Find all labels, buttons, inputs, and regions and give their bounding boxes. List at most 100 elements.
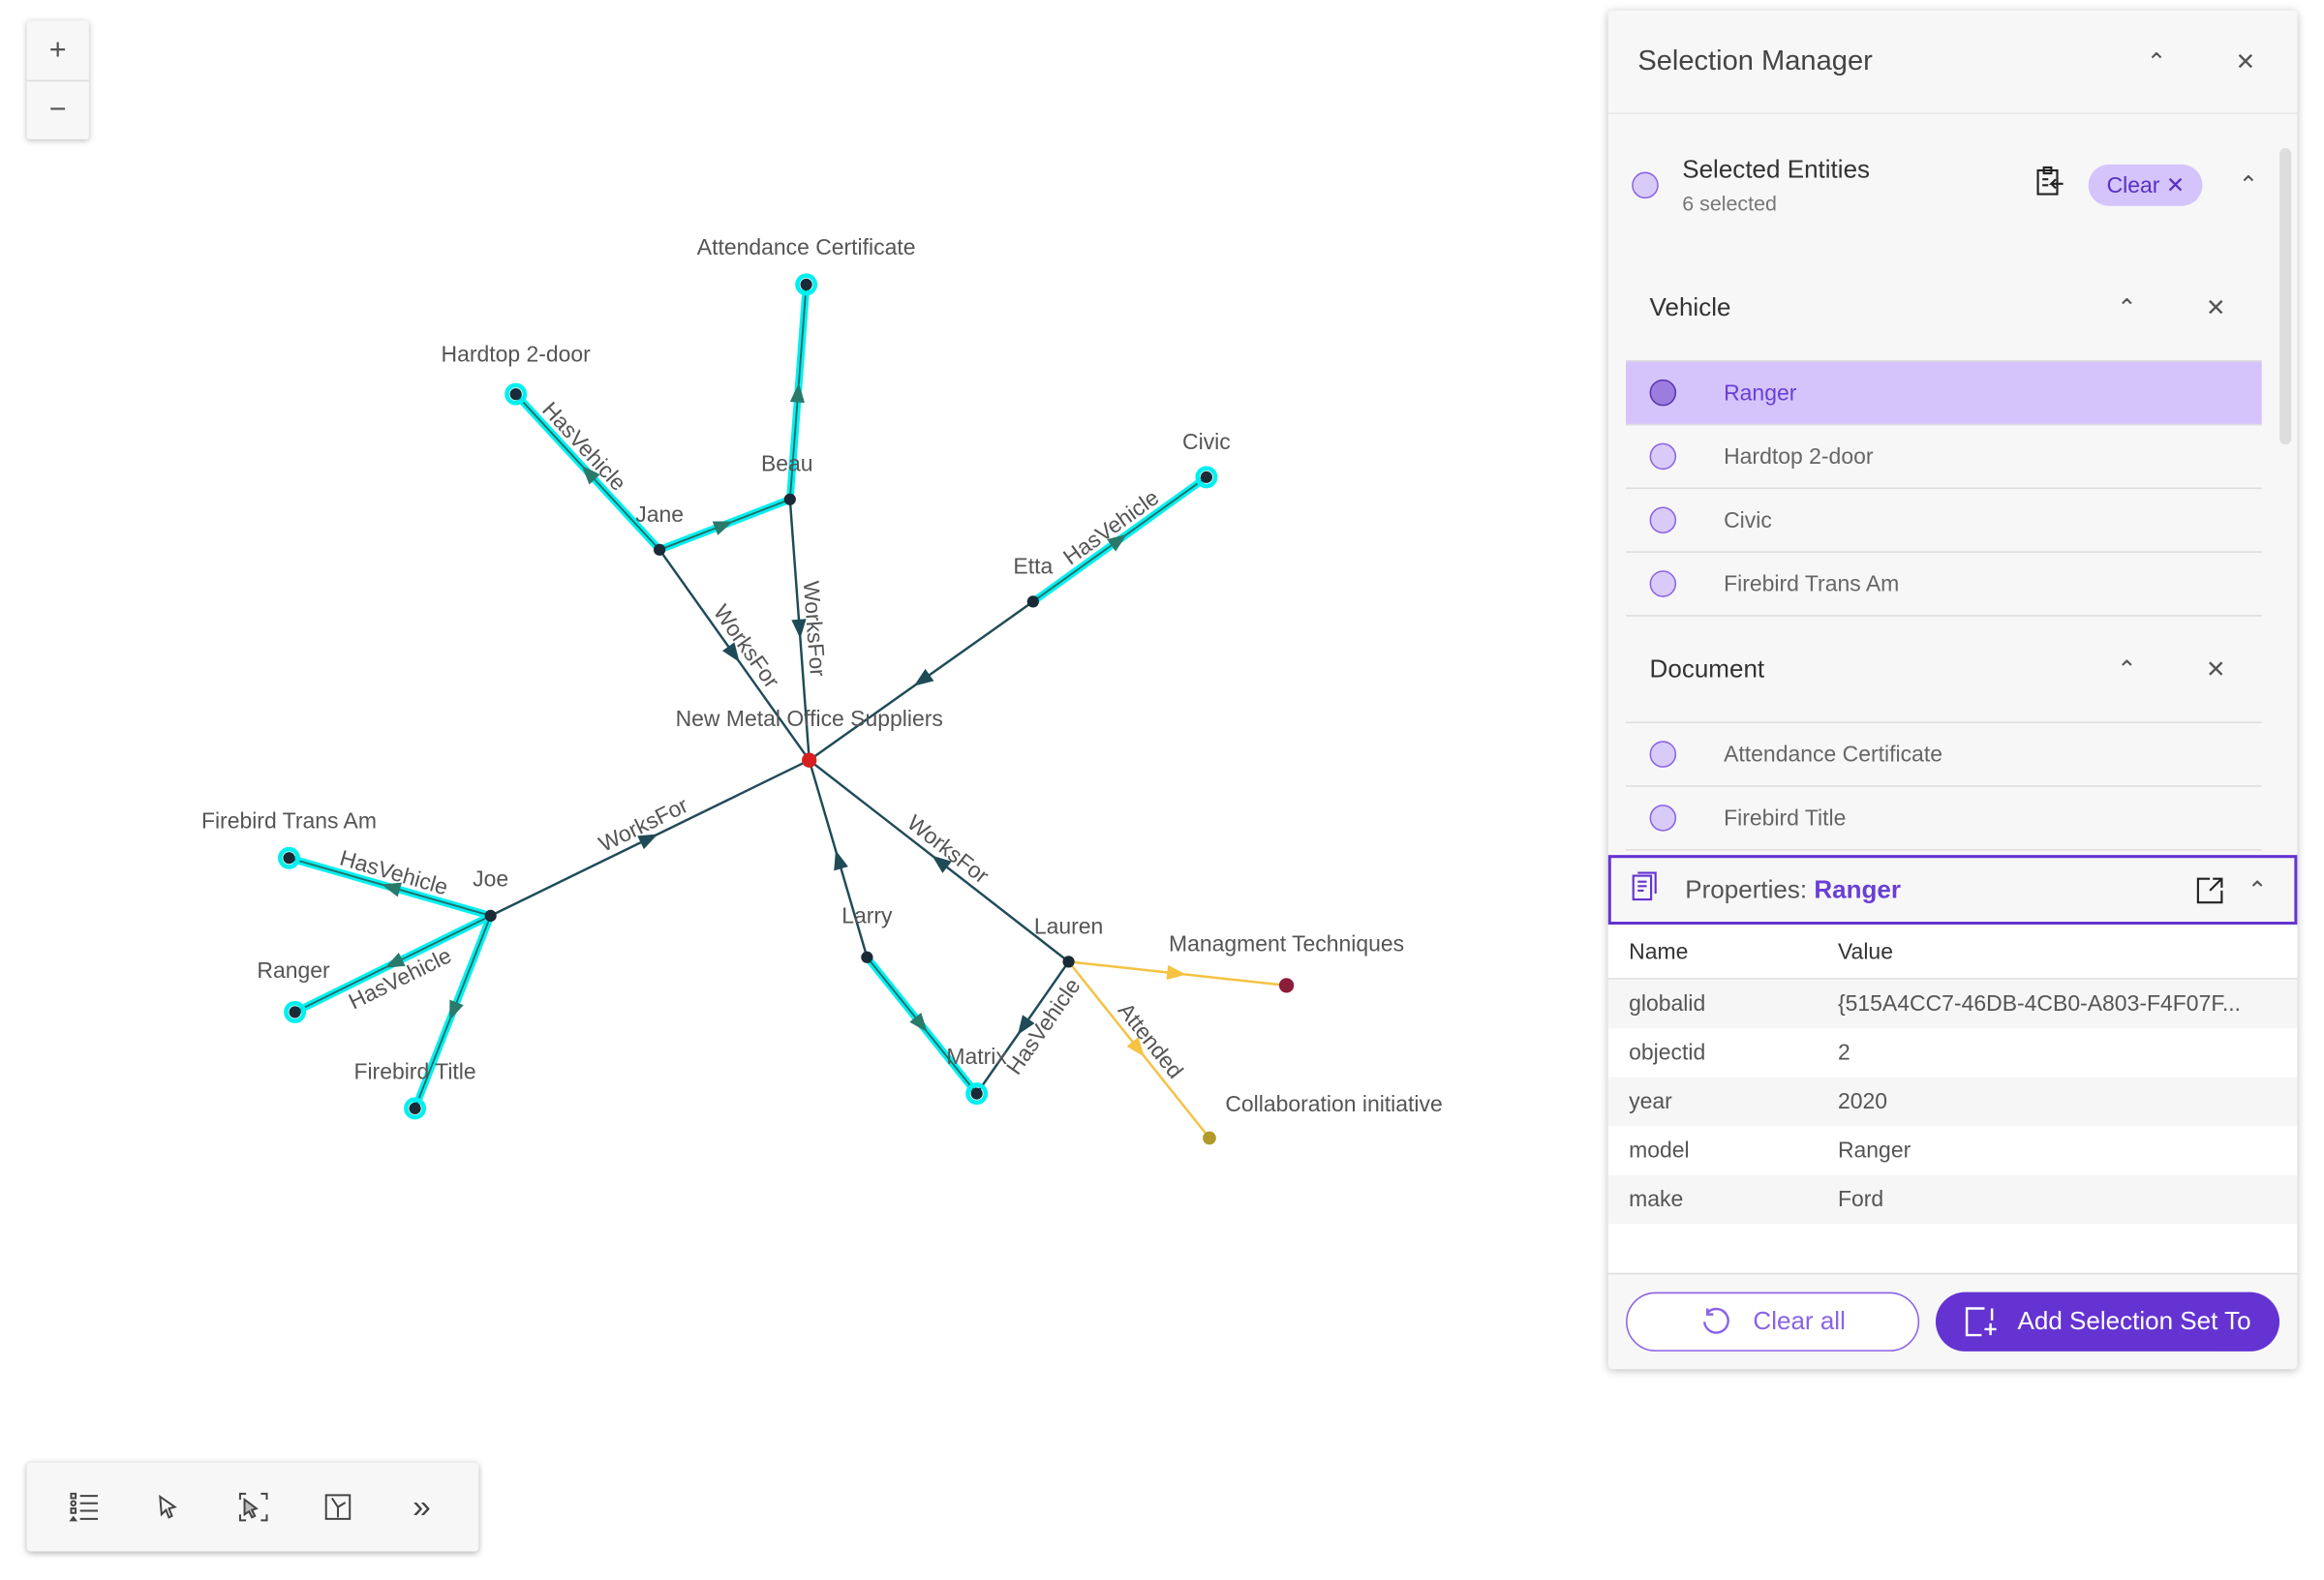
edge-arrow — [909, 1013, 928, 1033]
node-selection-ring — [795, 273, 818, 296]
close-panel-icon[interactable]: ✕ — [2235, 49, 2256, 76]
table-row: model Ranger — [1608, 1126, 2298, 1175]
clear-label: Clear — [2106, 172, 2160, 198]
entity-circle-icon — [1649, 442, 1677, 471]
remove-group-close-icon[interactable]: ✕ — [2205, 656, 2226, 683]
list-item-label: Hardtop 2-door — [1724, 443, 1874, 470]
node[interactable] — [509, 388, 522, 401]
panel-footer: Clear all Add Selection Set To — [1607, 1272, 2298, 1369]
edge-arrow — [791, 619, 807, 639]
list-item[interactable]: Attendance Certificate — [1626, 723, 2262, 787]
legend-list-icon[interactable] — [62, 1485, 107, 1530]
remove-group-close-icon[interactable]: ✕ — [2205, 295, 2226, 321]
expand-chevrons-icon[interactable]: » — [413, 1487, 431, 1525]
node[interactable] — [970, 1087, 983, 1100]
node-selection-ring — [284, 1000, 307, 1023]
group-header: Vehicle ⌃ ✕ — [1626, 255, 2262, 362]
node-label: Matrix — [946, 1044, 1007, 1069]
clear-all-label: Clear all — [1753, 1306, 1846, 1336]
edge-label: Attended — [1114, 998, 1189, 1083]
list-item-label: Firebird Trans Am — [1724, 571, 1900, 597]
node[interactable] — [484, 909, 497, 923]
properties-header[interactable]: Properties: Ranger ⌃ — [1607, 855, 2298, 926]
list-item-label: Attendance Certificate — [1724, 742, 1942, 768]
node[interactable] — [800, 278, 812, 290]
node-label: Larry — [841, 903, 893, 928]
group-title: Document — [1649, 653, 1765, 683]
chart-toolbar: » — [26, 1462, 479, 1552]
collapse-panel-chevron-up-icon[interactable]: ⌃ — [2146, 49, 2167, 76]
node[interactable] — [861, 951, 873, 963]
add-selection-set-label: Add Selection Set To — [2017, 1306, 2251, 1336]
property-name: globalid — [1629, 990, 1706, 1017]
layout-icon[interactable] — [315, 1485, 359, 1530]
properties-entity: Ranger — [1814, 874, 1902, 903]
node-label: Collaboration initiative — [1225, 1091, 1442, 1116]
edge-arrow — [1107, 533, 1127, 552]
node[interactable] — [1278, 978, 1295, 993]
entity-circle-icon — [1632, 170, 1659, 198]
node[interactable] — [409, 1102, 421, 1115]
node[interactable] — [1026, 595, 1039, 608]
list-item[interactable]: Ranger — [1626, 361, 2262, 426]
zoom-controls: + − — [26, 20, 89, 139]
property-value: 2 — [1837, 1040, 1850, 1066]
properties-document-icon — [1632, 871, 1659, 908]
column-header-value: Value — [1837, 938, 1893, 964]
list-item[interactable]: Firebird Trans Am — [1626, 553, 2262, 617]
clear-selection-chip[interactable]: Clear ✕ — [2089, 164, 2203, 205]
selected-entities-section: Selected Entities 6 selected Clear ✕ ⌃ — [1608, 114, 2298, 255]
edge-arrow — [1017, 1015, 1035, 1036]
panel-header: Selection Manager ⌃ ✕ — [1607, 10, 2298, 114]
entity-circle-icon — [1649, 570, 1677, 597]
node[interactable] — [653, 543, 666, 556]
table-row: make Ford — [1607, 1174, 2298, 1225]
edge-arrow — [721, 642, 740, 663]
edge-label: WorksFor — [709, 600, 785, 693]
properties-table: Name Value globalid {515A4CC7-46DB-4CB0-A… — [1607, 925, 2298, 1273]
selection-manager-panel: Selection Manager ⌃ ✕ Selected Entities … — [1607, 10, 2298, 1370]
lasso-select-icon[interactable] — [230, 1485, 275, 1530]
entity-circle-icon — [1649, 805, 1677, 832]
edge-label: HasVehicle — [1058, 484, 1163, 569]
list-item[interactable]: Hardtop 2-door — [1626, 425, 2262, 490]
list-item[interactable]: Civic — [1626, 489, 2262, 553]
node-selection-ring — [505, 382, 528, 406]
zoom-in-button[interactable]: + — [48, 33, 67, 67]
node[interactable] — [1200, 471, 1213, 483]
collapse-selected-chevron-up-icon[interactable]: ⌃ — [2238, 172, 2259, 198]
node-label: Hardtop 2-door — [442, 341, 592, 366]
collapse-group-chevron-up-icon[interactable]: ⌃ — [2117, 295, 2137, 321]
collapse-group-chevron-up-icon[interactable]: ⌃ — [2117, 656, 2137, 683]
property-name: year — [1629, 1088, 1672, 1115]
node[interactable] — [802, 752, 817, 768]
node[interactable] — [289, 1006, 301, 1018]
group-header: Document ⌃ ✕ — [1626, 617, 2262, 723]
table-row: globalid {515A4CC7-46DB-4CB0-A803-F4F07F.… — [1607, 979, 2298, 1029]
list-item[interactable]: Firebird Title — [1626, 787, 2262, 851]
clear-all-button[interactable]: Clear all — [1626, 1291, 1920, 1352]
node[interactable] — [1203, 1131, 1216, 1145]
node[interactable] — [783, 493, 796, 505]
edge-arrow — [1126, 1037, 1145, 1057]
node[interactable] — [1062, 956, 1075, 968]
add-selection-set-button[interactable]: Add Selection Set To — [1935, 1291, 2280, 1352]
zoom-out-button[interactable]: − — [26, 79, 89, 139]
node-selection-ring — [277, 846, 300, 869]
collapse-properties-chevron-up-icon[interactable]: ⌃ — [2247, 877, 2268, 903]
edge-arrow — [712, 521, 734, 535]
panel-scrollbar[interactable] — [2279, 148, 2292, 445]
entity-circle-icon — [1649, 506, 1677, 534]
node[interactable] — [283, 852, 295, 865]
open-external-icon[interactable] — [2187, 867, 2232, 912]
edge-arrow — [384, 953, 406, 968]
edge-label: WorksFor — [799, 580, 831, 678]
node-label: New Metal Office Suppliers — [676, 706, 943, 731]
node-selection-ring — [965, 1082, 989, 1106]
edge-arrow — [789, 382, 806, 404]
select-pointer-icon[interactable] — [146, 1485, 191, 1530]
edge-arrow — [581, 465, 600, 485]
clipboard-icon[interactable] — [2035, 165, 2065, 204]
list-item-label: Ranger — [1724, 380, 1797, 406]
